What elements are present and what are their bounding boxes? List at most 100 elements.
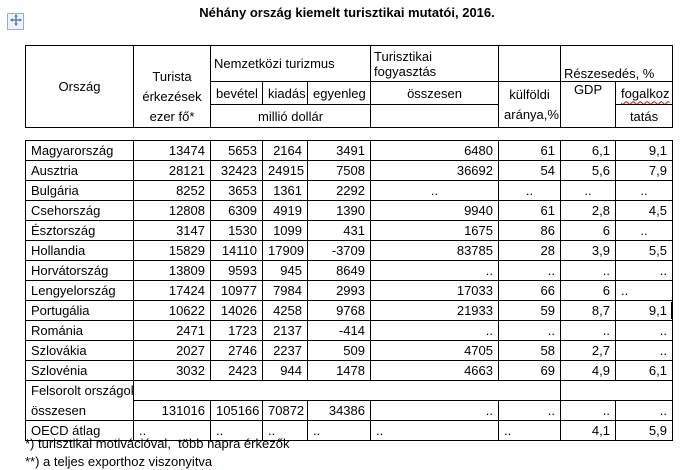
table-cell: 3147 [133, 220, 211, 241]
table-cell: 83785 [370, 240, 499, 261]
table-cell: 6,1 [560, 140, 616, 161]
table-cell: 4258 [262, 300, 308, 321]
table-cell: 9593 [210, 260, 263, 281]
table-cell: .. [615, 340, 673, 361]
table-move-handle[interactable] [7, 13, 24, 30]
header-line: aránya,% [504, 106, 559, 122]
table-cell: 5653 [210, 140, 263, 161]
table-cell: 5,5 [615, 240, 673, 261]
table-cell: 2027 [133, 340, 211, 361]
table-cell: 509 [307, 340, 371, 361]
col-header-egyenleg: egyenleg [306, 81, 372, 105]
table-cell: 7508 [307, 160, 371, 181]
col-header-gdp: GDP [560, 81, 617, 128]
header-empty-cell [498, 45, 562, 82]
table-cell: 58 [498, 340, 561, 361]
table-cell: .. [307, 420, 371, 441]
table-cell: 6 [560, 280, 616, 301]
table-cell: 17909 [262, 240, 308, 261]
table-cell: 4663 [370, 360, 499, 381]
table-row: OECD átlag............ 4,1 5,9 [25, 420, 673, 441]
table-cell: 7984 [262, 280, 308, 301]
table-cell: .. [615, 280, 673, 301]
table-row: Románia 2471 1723 2137 -414........ [25, 320, 673, 341]
table-cell: 14110 [210, 240, 263, 261]
table-cell: 1099 [262, 220, 308, 241]
table-cell: 34386 [307, 399, 371, 422]
footnote-2-text: **) a teljes exporthoz [25, 454, 149, 469]
table-cell: 5,9 [615, 420, 673, 441]
table-cell: 28 [498, 240, 561, 261]
header-line: érkezések [142, 89, 202, 104]
table-cell: 2746 [210, 340, 263, 361]
table-cell: 5,6 [560, 160, 616, 181]
table-cell: .. [615, 180, 673, 201]
table-cell: 945 [262, 260, 308, 281]
header-line: Turista [152, 69, 192, 84]
table-cell: 3491 [307, 140, 371, 161]
totals-label-row: Felsorolt országok összesen [25, 380, 673, 421]
table-cell: .. [498, 260, 561, 281]
table-cell: 2471 [133, 320, 211, 341]
move-arrows-icon [9, 13, 22, 31]
row-label: Románia [25, 320, 134, 341]
table-cell: 61 [498, 140, 561, 161]
table-cell: 3032 [133, 360, 211, 381]
col-header-osszesen: összesen [370, 81, 500, 105]
table-cell: 1723 [210, 320, 263, 341]
row-label: Hollandia [25, 240, 134, 261]
table-cell: 13474 [133, 140, 211, 161]
table-cell: .. [370, 420, 499, 441]
row-label: Magyarország [25, 140, 134, 161]
row-label: Bulgária [25, 180, 134, 201]
table-cell: 24915 [262, 160, 308, 181]
table-cell: 12808 [133, 200, 211, 221]
table-cell: .. [210, 420, 263, 441]
country-rows: Magyarország 13474 5653 2164 3491 6480 61 6,1 9,… [25, 140, 673, 441]
row-label: Felsorolt országok összesen [25, 380, 134, 421]
header-line: Turisztikai [374, 48, 433, 64]
table-cell: .. [498, 420, 561, 441]
table-cell: 17033 [370, 280, 499, 301]
table-row: Szlovénia 3032 2423 944 1478 4663 69 4,9 6,1 [25, 360, 673, 381]
table-cell: -414 [307, 320, 371, 341]
table-cell: 9,1 [615, 140, 673, 161]
totals-values-row: 131016 105166 70872 34386........ [26, 399, 673, 422]
header-table: Ország Turista érkezések ezer fő* Nemzet… [25, 45, 674, 128]
table-cell: 2292 [307, 180, 371, 201]
col-header-bevetel: bevétel [210, 81, 263, 105]
footnote-1: *) turisztikai motivációval, több napra … [25, 436, 290, 451]
table-cell: 86 [498, 220, 561, 241]
table-row: Magyarország 13474 5653 2164 3491 6480 61 6,1 9,… [25, 140, 673, 161]
row-label: OECD átlag [25, 420, 134, 441]
table-row: Szlovákia 2027 2746 2237 509 4705 58 2,7.. [25, 340, 673, 361]
row-label: Szlovénia [25, 360, 134, 381]
table-cell: 9940 [370, 200, 499, 221]
table-cell: 1361 [262, 180, 308, 201]
col-header-turisztikai-fogyasztas: Turisztikai fogyasztás [370, 45, 500, 82]
table-cell: 2237 [262, 340, 308, 361]
text-cursor [671, 302, 672, 319]
table-cell: .. [370, 260, 499, 281]
table-cell: 2423 [210, 360, 263, 381]
table-cell: 431 [307, 220, 371, 241]
table-cell: 6309 [210, 200, 263, 221]
table-cell: .. [560, 320, 616, 341]
table-cell: 8,7 [560, 300, 616, 321]
col-header-kulfoldi-aranya: külföldi aránya,% [498, 81, 562, 128]
table-row: Portugália 10622 14026 4258 9768 21933 59 8,7 9,… [25, 300, 673, 321]
table-cell: 6 [560, 220, 616, 241]
table-cell: .. [615, 320, 673, 341]
table-cell: 13809 [133, 260, 211, 281]
table-cell: 4,9 [560, 360, 616, 381]
table-cell: 2993 [307, 280, 371, 301]
table-cell: 32423 [210, 160, 263, 181]
col-header-reszesedes: Részesedés, % [560, 45, 674, 82]
table-cell: 944 [262, 360, 308, 381]
table-cell: .. [370, 320, 499, 341]
table-cell: 1478 [307, 360, 371, 381]
table-cell: 2164 [262, 140, 308, 161]
data-table: Magyarország 13474 5653 2164 3491 6480 61 6,1 9,… [25, 140, 673, 441]
table-cell: .. [615, 220, 673, 241]
misspelled-word: fogalkoz [621, 85, 670, 101]
